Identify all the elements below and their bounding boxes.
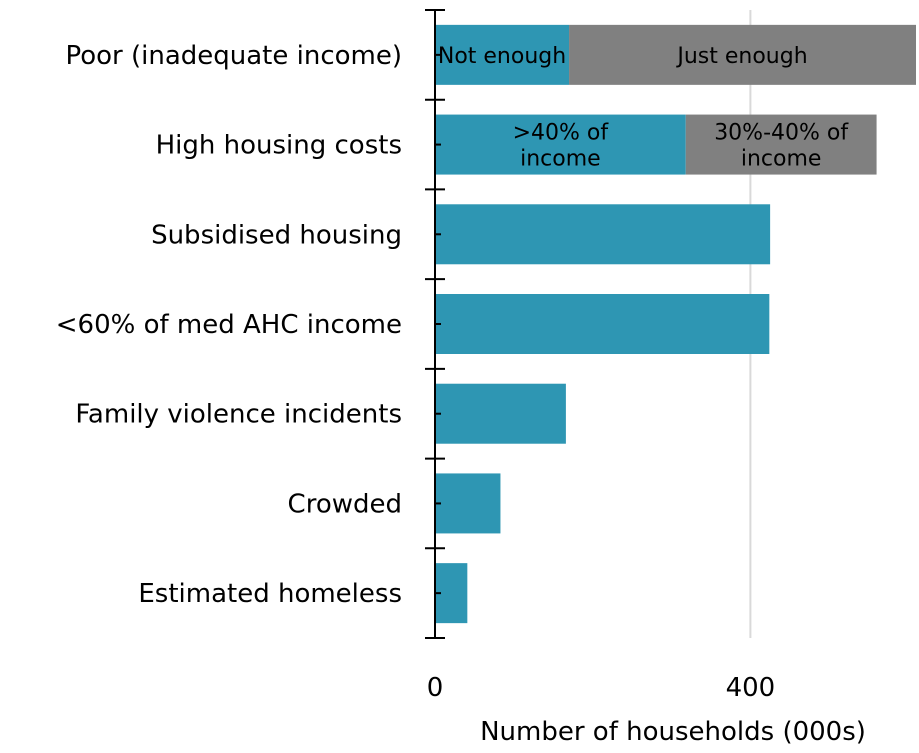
segment-label: Just enough bbox=[675, 44, 807, 69]
segment-label: 30%-40% of bbox=[714, 121, 849, 146]
category-label: <60% of med AHC income bbox=[56, 310, 402, 340]
bar-segment bbox=[435, 294, 770, 354]
x-axis-title: Number of households (000s) bbox=[480, 717, 866, 747]
category-label: High housing costs bbox=[156, 131, 402, 161]
category-labels: Poor (inadequate income) High housing cos… bbox=[56, 41, 402, 609]
x-tick-label: 0 bbox=[427, 673, 444, 703]
y-axis bbox=[425, 9, 445, 639]
bar-segment bbox=[435, 383, 566, 444]
bars: Not enough Just enough>40% ofincome30%-40… bbox=[435, 24, 916, 624]
category-label: Subsidised housing bbox=[151, 220, 402, 250]
segment-label: income bbox=[741, 147, 822, 172]
segment-label: Not enough bbox=[438, 44, 566, 69]
category-label: Family violence incidents bbox=[75, 400, 402, 430]
segment-label: >40% of bbox=[513, 121, 610, 146]
x-tick-labels: 0 400 bbox=[427, 673, 776, 703]
category-label: Crowded bbox=[288, 489, 402, 519]
bar-segment bbox=[435, 204, 771, 265]
bar-segment bbox=[435, 473, 501, 534]
category-label: Estimated homeless bbox=[138, 579, 402, 609]
x-tick-label: 400 bbox=[726, 673, 776, 703]
bar-segment bbox=[685, 114, 877, 175]
bar-segment bbox=[569, 24, 916, 85]
category-label: Poor (inadequate income) bbox=[65, 41, 402, 71]
bar-segment bbox=[435, 24, 570, 85]
bar-segment bbox=[435, 114, 686, 175]
segment-label: income bbox=[520, 147, 601, 172]
